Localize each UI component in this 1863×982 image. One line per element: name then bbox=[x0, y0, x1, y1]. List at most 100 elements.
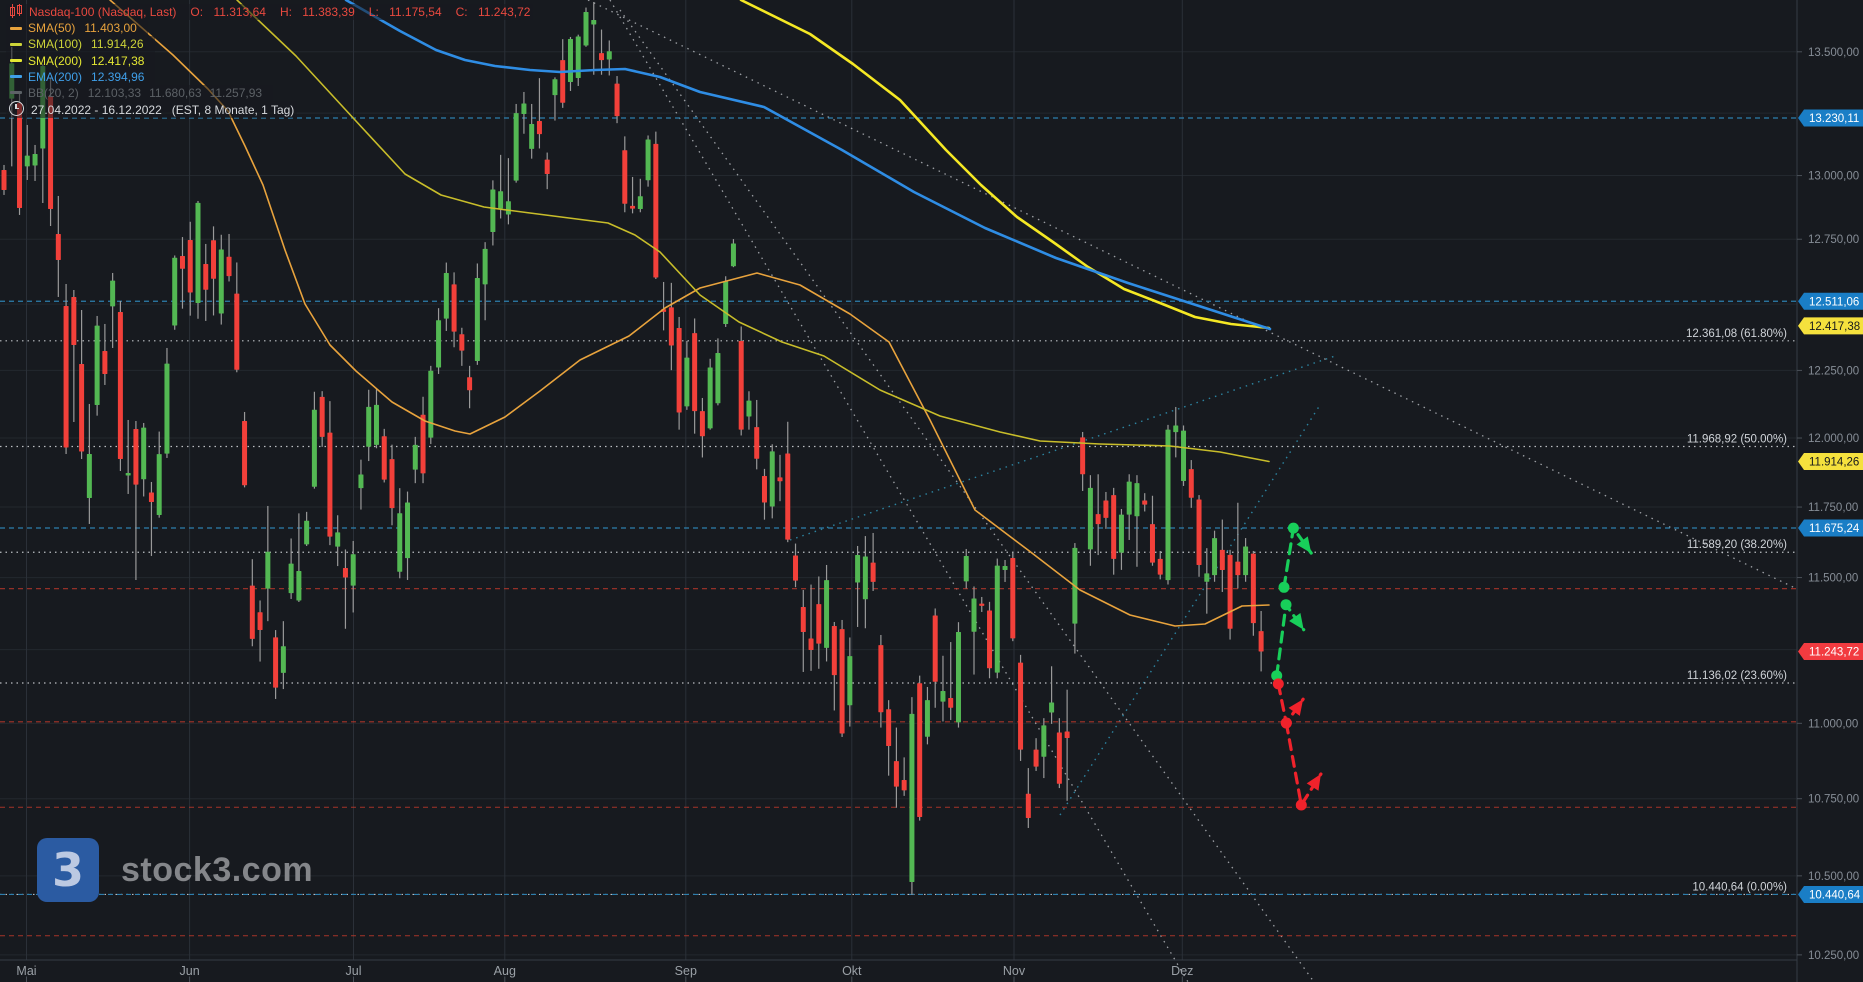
candle-body[interactable] bbox=[1002, 565, 1008, 570]
candle-body[interactable] bbox=[327, 432, 333, 537]
candle-body[interactable] bbox=[622, 150, 628, 204]
candle-body[interactable] bbox=[513, 113, 519, 181]
candle-body[interactable] bbox=[218, 249, 224, 314]
candle-body[interactable] bbox=[1010, 557, 1016, 639]
candle-body[interactable] bbox=[373, 404, 379, 445]
candle-body[interactable] bbox=[311, 409, 317, 487]
candle-body[interactable] bbox=[1142, 500, 1148, 505]
candle-body[interactable] bbox=[536, 120, 542, 135]
candle-body[interactable] bbox=[855, 554, 861, 583]
candle-body[interactable] bbox=[676, 327, 682, 413]
candle-body[interactable] bbox=[591, 20, 597, 25]
candle-body[interactable] bbox=[699, 411, 705, 437]
candle-body[interactable] bbox=[273, 637, 279, 688]
candle-body[interactable] bbox=[583, 11, 589, 46]
candle-body[interactable] bbox=[1219, 549, 1225, 570]
candle-body[interactable] bbox=[948, 697, 954, 708]
candle-body[interactable] bbox=[870, 562, 876, 582]
candle-body[interactable] bbox=[1041, 725, 1047, 757]
legend-indicator-sma-50-[interactable]: SMA(50) 11.403,00 bbox=[6, 20, 148, 37]
candle-body[interactable] bbox=[304, 520, 310, 545]
candle-body[interactable] bbox=[645, 139, 651, 181]
candle-body[interactable] bbox=[451, 284, 457, 332]
candle-body[interactable] bbox=[117, 311, 123, 459]
candle-body[interactable] bbox=[614, 83, 620, 117]
candle-body[interactable] bbox=[24, 155, 30, 167]
candle-body[interactable] bbox=[893, 761, 899, 787]
candle-body[interactable] bbox=[319, 396, 325, 437]
ma-line-sma200[interactable] bbox=[739, 0, 1271, 330]
candle-body[interactable] bbox=[746, 400, 752, 417]
candle-body[interactable] bbox=[847, 656, 853, 706]
candle-body[interactable] bbox=[125, 472, 131, 476]
candle-body[interactable] bbox=[1227, 554, 1233, 629]
candle-body[interactable] bbox=[808, 638, 814, 650]
candle-body[interactable] bbox=[102, 350, 108, 374]
candle-body[interactable] bbox=[211, 240, 217, 279]
candle-body[interactable] bbox=[443, 272, 449, 319]
candle-body[interactable] bbox=[405, 502, 411, 559]
candle-body[interactable] bbox=[575, 36, 581, 78]
candle-body[interactable] bbox=[350, 554, 356, 586]
legend-indicator-sma-200-[interactable]: SMA(200) 12.417,38 bbox=[6, 52, 156, 69]
trendline-white-dotted[interactable] bbox=[619, 9, 1315, 982]
candle-body[interactable] bbox=[288, 563, 294, 594]
candle-body[interactable] bbox=[397, 513, 403, 572]
candle-body[interactable] bbox=[55, 233, 61, 260]
candle-body[interactable] bbox=[94, 325, 100, 405]
candle-body[interactable] bbox=[800, 606, 806, 632]
ma-line-sma100[interactable] bbox=[236, 0, 1270, 463]
candle-body[interactable] bbox=[1212, 538, 1218, 576]
candle-body[interactable] bbox=[296, 570, 302, 601]
legend-instrument-row[interactable]: Nasdaq-100 (Nasdaq, Last) O: 11.313,64 H: … bbox=[6, 4, 534, 21]
candle-body[interactable] bbox=[824, 580, 830, 648]
candle-body[interactable] bbox=[994, 565, 1000, 673]
candle-body[interactable] bbox=[715, 352, 721, 404]
candle-body[interactable] bbox=[79, 363, 85, 452]
candle-body[interactable] bbox=[195, 202, 201, 303]
candle-body[interactable] bbox=[1111, 495, 1117, 559]
candle-body[interactable] bbox=[172, 257, 178, 326]
candle-body[interactable] bbox=[668, 307, 674, 346]
candle-body[interactable] bbox=[1165, 429, 1171, 581]
candle-body[interactable] bbox=[474, 277, 480, 361]
legend-indicator-bb-20-2-[interactable]: BB(20, 2) 12.103,33 11.680,63 11.257,93 bbox=[6, 85, 274, 102]
candle-body[interactable] bbox=[769, 451, 775, 507]
candle-body[interactable] bbox=[909, 713, 915, 882]
candle-body[interactable] bbox=[420, 414, 426, 474]
candle-body[interactable] bbox=[761, 475, 767, 503]
candle-body[interactable] bbox=[1080, 437, 1086, 475]
candle-body[interactable] bbox=[521, 103, 527, 114]
candle-body[interactable] bbox=[552, 79, 558, 96]
candle-body[interactable] bbox=[987, 610, 993, 669]
candle-body[interactable] bbox=[1033, 749, 1039, 767]
candle-body[interactable] bbox=[358, 474, 364, 489]
candle-body[interactable] bbox=[917, 683, 923, 817]
candle-body[interactable] bbox=[482, 248, 488, 285]
candle-body[interactable] bbox=[381, 436, 387, 480]
candle-body[interactable] bbox=[335, 532, 341, 547]
ma-line-sma50[interactable] bbox=[109, 0, 1270, 627]
candle-body[interactable] bbox=[1258, 631, 1264, 652]
candle-body[interactable] bbox=[110, 280, 116, 307]
candle-body[interactable] bbox=[86, 453, 92, 498]
candle-body[interactable] bbox=[187, 239, 193, 293]
candle-body[interactable] bbox=[1103, 500, 1109, 518]
candle-body[interactable] bbox=[567, 38, 573, 82]
candle-body[interactable] bbox=[366, 406, 372, 447]
candle-body[interactable] bbox=[1025, 793, 1031, 818]
candle-body[interactable] bbox=[1157, 558, 1163, 575]
legend-indicator-sma-100-[interactable]: SMA(100) 11.914,26 bbox=[6, 36, 155, 53]
candle-body[interactable] bbox=[133, 428, 139, 485]
candle-body[interactable] bbox=[862, 556, 868, 600]
legend-date-range-row[interactable]: 27.04.2022 - 16.12.2022 (EST, 8 Monate, 1… bbox=[6, 101, 298, 119]
candle-body[interactable] bbox=[963, 555, 969, 582]
candle-body[interactable] bbox=[637, 196, 643, 210]
candle-body[interactable] bbox=[467, 377, 473, 391]
candle-body[interactable] bbox=[141, 427, 147, 480]
candle-body[interactable] bbox=[630, 205, 636, 209]
candle-body[interactable] bbox=[1250, 553, 1256, 624]
candle-body[interactable] bbox=[1196, 499, 1202, 565]
candle-body[interactable] bbox=[932, 615, 938, 682]
candle-body[interactable] bbox=[560, 60, 566, 103]
